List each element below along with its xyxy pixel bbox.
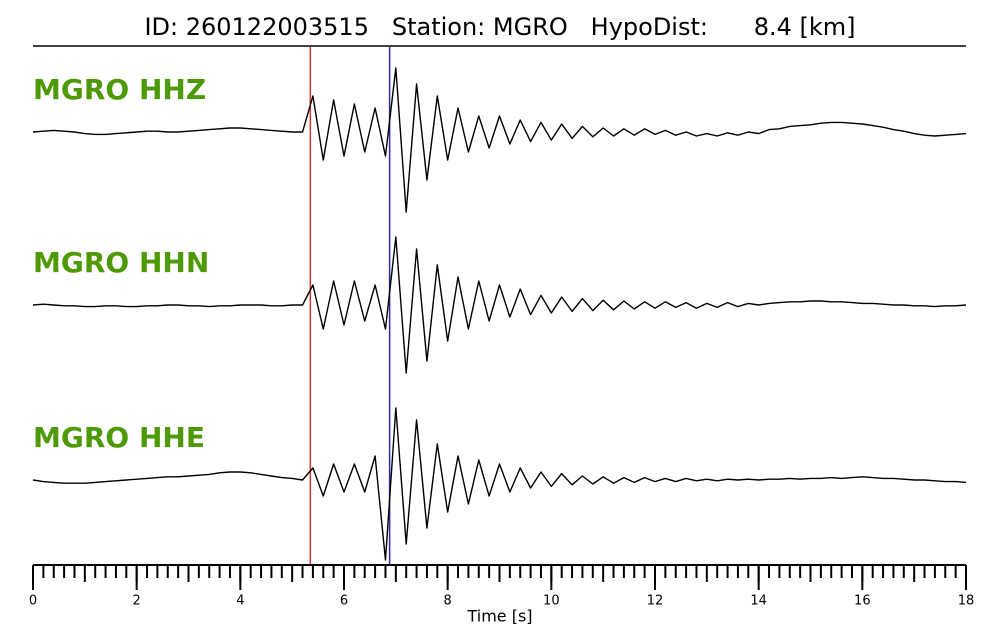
x-tick-label: 0 — [29, 594, 37, 609]
x-tick-label: 16 — [854, 594, 871, 609]
x-tick-label: 10 — [543, 594, 560, 609]
x-tick-label: 6 — [340, 594, 348, 609]
trace — [32, 236, 967, 374]
x-tick-label: 18 — [958, 594, 975, 609]
x-tick-label: 14 — [750, 594, 767, 609]
x-tick-label: 8 — [444, 594, 452, 609]
trace-label: MGRO HHN — [33, 246, 209, 279]
x-axis-label: Time [s] — [466, 607, 532, 626]
chart-title: ID: 260122003515 Station: MGRO HypoDist:… — [144, 13, 855, 41]
x-tick-label: 2 — [133, 594, 141, 609]
trace-label: MGRO HHZ — [33, 73, 206, 106]
x-tick-label: 12 — [647, 594, 664, 609]
trace-label: MGRO HHE — [33, 421, 205, 454]
trace — [32, 407, 967, 561]
trace — [32, 67, 967, 213]
x-tick-label: 4 — [236, 594, 244, 609]
